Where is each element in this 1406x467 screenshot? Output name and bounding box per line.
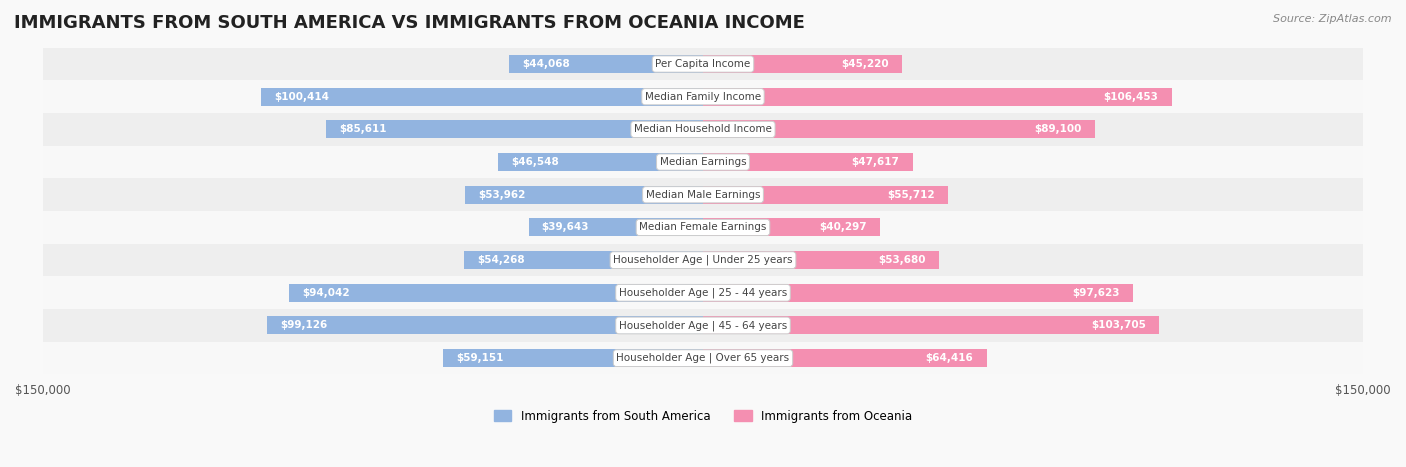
Bar <box>703 349 987 367</box>
Text: $54,268: $54,268 <box>478 255 524 265</box>
Text: Householder Age | Under 25 years: Householder Age | Under 25 years <box>613 255 793 265</box>
Bar <box>703 219 880 236</box>
Text: Householder Age | 25 - 44 years: Householder Age | 25 - 44 years <box>619 288 787 298</box>
Bar <box>529 219 703 236</box>
Bar <box>498 153 703 171</box>
Bar <box>262 88 703 106</box>
Text: Median Family Income: Median Family Income <box>645 92 761 102</box>
Bar <box>42 178 1364 211</box>
Text: $85,611: $85,611 <box>339 124 387 134</box>
Text: $44,068: $44,068 <box>522 59 569 69</box>
Bar <box>703 153 912 171</box>
Bar <box>42 211 1364 244</box>
Bar <box>703 120 1095 138</box>
Text: Householder Age | Over 65 years: Householder Age | Over 65 years <box>616 353 790 363</box>
Bar <box>703 317 1160 334</box>
Text: Householder Age | 45 - 64 years: Householder Age | 45 - 64 years <box>619 320 787 331</box>
Text: $59,151: $59,151 <box>456 353 503 363</box>
Text: $46,548: $46,548 <box>512 157 560 167</box>
Text: $106,453: $106,453 <box>1104 92 1159 102</box>
Text: $40,297: $40,297 <box>820 222 868 233</box>
Bar <box>42 80 1364 113</box>
Text: $64,416: $64,416 <box>925 353 973 363</box>
Bar <box>42 276 1364 309</box>
Text: $47,617: $47,617 <box>852 157 900 167</box>
Text: $39,643: $39,643 <box>541 222 589 233</box>
Text: $100,414: $100,414 <box>274 92 329 102</box>
Bar <box>326 120 703 138</box>
Text: Median Earnings: Median Earnings <box>659 157 747 167</box>
Text: $99,126: $99,126 <box>280 320 328 331</box>
Bar <box>703 55 903 73</box>
Bar <box>464 251 703 269</box>
Bar <box>42 309 1364 342</box>
Text: $53,962: $53,962 <box>478 190 526 200</box>
Bar <box>443 349 703 367</box>
Bar <box>509 55 703 73</box>
Text: $53,680: $53,680 <box>879 255 927 265</box>
Text: $89,100: $89,100 <box>1035 124 1083 134</box>
Text: Median Male Earnings: Median Male Earnings <box>645 190 761 200</box>
Text: $55,712: $55,712 <box>887 190 935 200</box>
Bar <box>267 317 703 334</box>
Bar <box>42 146 1364 178</box>
Bar <box>42 48 1364 80</box>
Text: $45,220: $45,220 <box>841 59 889 69</box>
Bar <box>290 284 703 302</box>
Bar <box>42 342 1364 375</box>
Bar <box>703 186 948 204</box>
Bar <box>42 113 1364 146</box>
Bar <box>703 284 1133 302</box>
Text: $94,042: $94,042 <box>302 288 350 298</box>
Bar <box>465 186 703 204</box>
Bar <box>703 251 939 269</box>
Text: $103,705: $103,705 <box>1091 320 1146 331</box>
Text: Median Household Income: Median Household Income <box>634 124 772 134</box>
Text: Source: ZipAtlas.com: Source: ZipAtlas.com <box>1274 14 1392 24</box>
Bar <box>703 88 1171 106</box>
Text: Median Female Earnings: Median Female Earnings <box>640 222 766 233</box>
Text: $97,623: $97,623 <box>1071 288 1119 298</box>
Text: IMMIGRANTS FROM SOUTH AMERICA VS IMMIGRANTS FROM OCEANIA INCOME: IMMIGRANTS FROM SOUTH AMERICA VS IMMIGRA… <box>14 14 804 32</box>
Text: Per Capita Income: Per Capita Income <box>655 59 751 69</box>
Legend: Immigrants from South America, Immigrants from Oceania: Immigrants from South America, Immigrant… <box>489 405 917 427</box>
Bar <box>42 244 1364 276</box>
